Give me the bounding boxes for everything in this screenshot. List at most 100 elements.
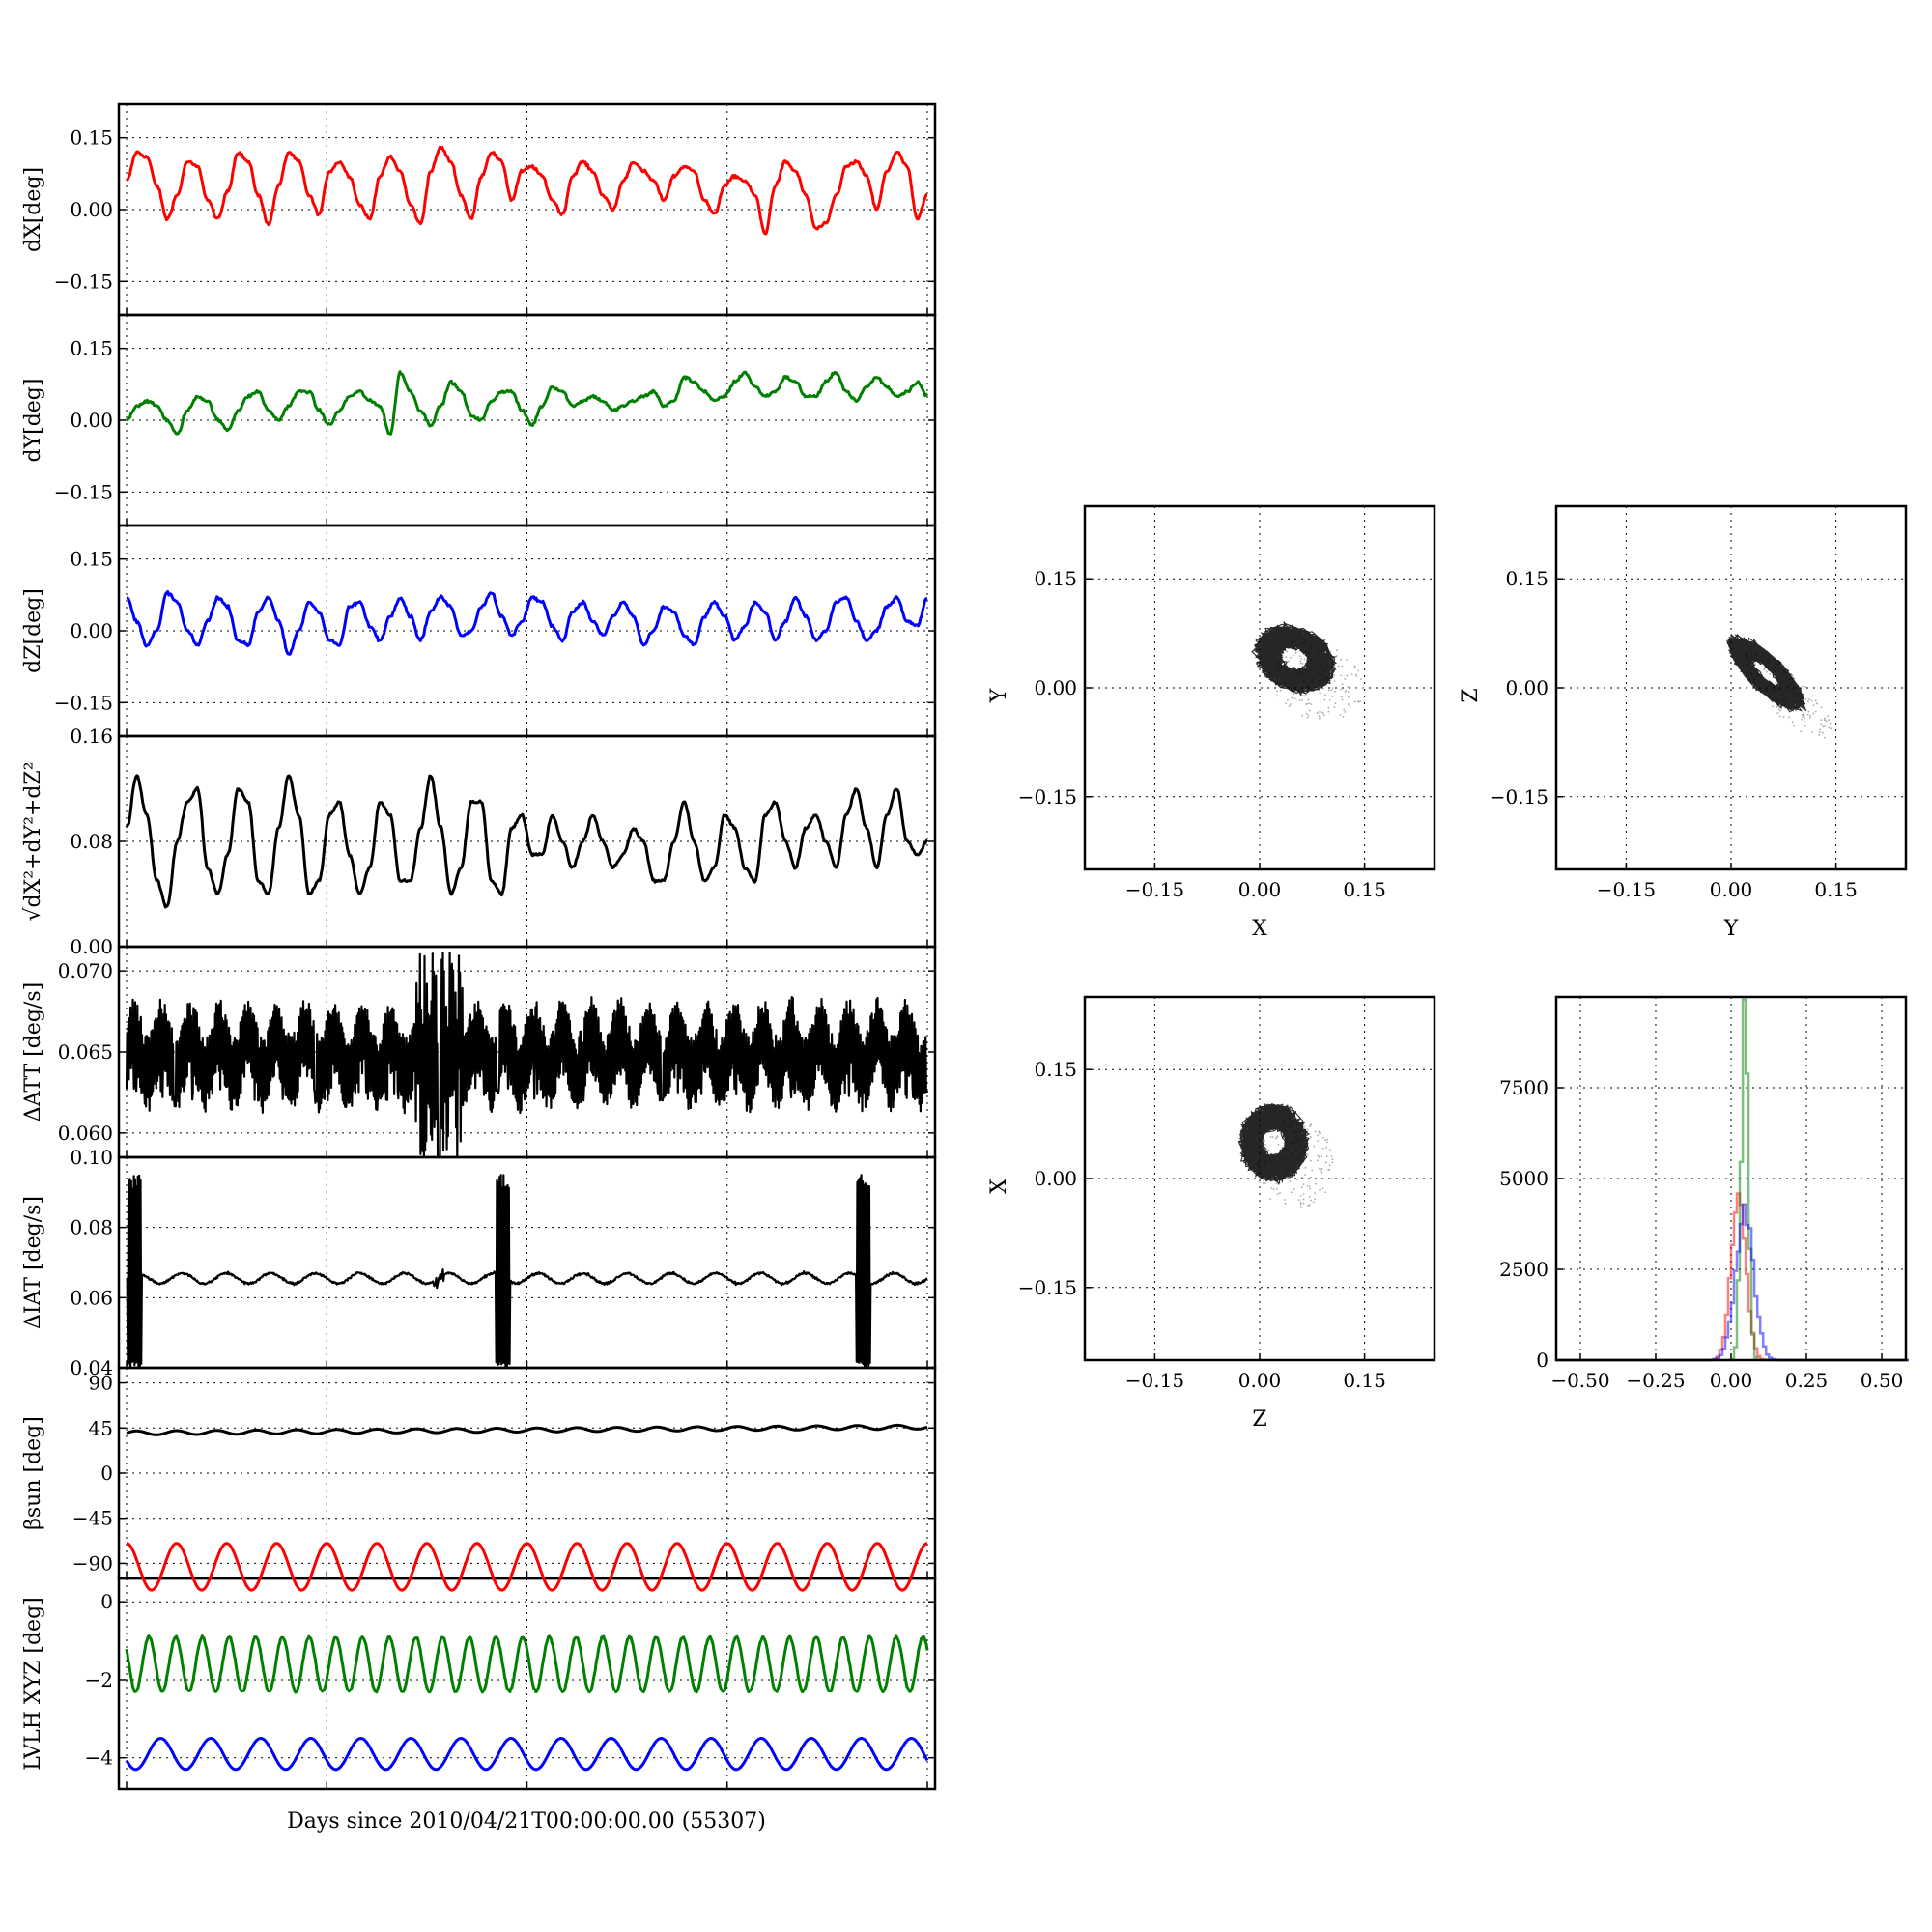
- scatter-point-faint: [1334, 690, 1337, 693]
- scatter-point-faint: [1316, 712, 1319, 714]
- scatter-point-faint: [1824, 725, 1826, 727]
- scatter-point-faint: [1300, 1186, 1303, 1188]
- scatter-point-faint: [1275, 1187, 1278, 1190]
- scatter-point-faint: [1305, 693, 1307, 696]
- scatter-point-faint: [1791, 674, 1794, 677]
- scatter-point-faint: [1818, 734, 1821, 736]
- scatter-point-faint: [1276, 690, 1279, 693]
- panel-dx: 0.15 0.00 −0.15 dX[deg]: [21, 102, 937, 317]
- y-tick-label: 5000: [1499, 1167, 1548, 1190]
- scatter-point-faint: [1776, 705, 1778, 708]
- y-tick-label: 0.08: [70, 830, 113, 853]
- scatter-point-faint: [1808, 698, 1810, 700]
- y-tick-label: 90: [89, 1372, 113, 1395]
- scatter-point-faint: [1302, 1193, 1305, 1196]
- y-tick-label: −0.15: [1490, 785, 1548, 809]
- y-tick-label: 0.00: [70, 619, 113, 642]
- scatter-point-faint: [1804, 724, 1806, 727]
- scatter-point-faint: [1317, 1154, 1320, 1157]
- scatter-point-faint: [1823, 719, 1826, 722]
- scatter-point-faint: [1277, 1144, 1280, 1146]
- scatter-point-faint: [1331, 696, 1334, 697]
- scatter-point-faint: [1820, 706, 1823, 709]
- scatter-point-faint: [1330, 1155, 1333, 1157]
- y-tick-label: 0.15: [70, 337, 113, 360]
- scatter-point-faint: [1754, 663, 1756, 666]
- scatter-point-faint: [1814, 699, 1817, 702]
- scatter-point-faint: [1321, 1168, 1323, 1170]
- scatter-point-faint: [1324, 1139, 1326, 1141]
- scatter-point-faint: [1285, 656, 1288, 659]
- scatter-point-faint: [1323, 698, 1326, 701]
- scatter-point-faint: [1319, 692, 1321, 695]
- scatter-point-faint: [1314, 1182, 1317, 1185]
- scatter-point-faint: [1318, 715, 1321, 718]
- scatter-point-faint: [1317, 1140, 1320, 1143]
- scatter-point-faint: [1811, 695, 1814, 697]
- panel-xy: −0.15 0.00 0.15 0.15 0.00 −0.15 X Y: [987, 504, 1436, 941]
- scatter-point-faint: [1820, 719, 1823, 721]
- scatter-point-faint: [1325, 1141, 1328, 1144]
- panel-frame: [1083, 504, 1436, 871]
- scatter-point-faint: [1298, 655, 1301, 658]
- y-axis-label: LVLH XYZ [deg]: [21, 1597, 45, 1771]
- scatter-point-faint: [1322, 714, 1325, 717]
- y-axis-label: dZ[deg]: [21, 588, 45, 673]
- scatter-point-faint: [1806, 713, 1809, 716]
- scatter-point-faint: [1327, 710, 1330, 713]
- scatter-point-faint: [1299, 662, 1302, 665]
- scatter-point-faint: [1294, 651, 1297, 654]
- y-tick-label: 0.00: [1034, 676, 1077, 699]
- scatter-point-faint: [1828, 726, 1831, 729]
- scatter-point-faint: [1301, 698, 1304, 701]
- scatter-point-faint: [1359, 700, 1362, 703]
- y-axis-label: βsun [deg]: [21, 1416, 45, 1530]
- scatter-point-faint: [1343, 708, 1346, 711]
- scatter-point-faint: [1766, 670, 1768, 673]
- scatter-point-faint: [1299, 1194, 1302, 1197]
- scatter-point-faint: [1297, 1199, 1300, 1201]
- panel-frame: [1083, 995, 1436, 1362]
- x-tick-label: 0.25: [1785, 1369, 1829, 1392]
- scatter-point-faint: [1290, 1191, 1293, 1194]
- scatter-point-faint: [1336, 655, 1338, 657]
- scatter-point-faint: [1772, 705, 1775, 708]
- scatter-point-faint: [1284, 1202, 1287, 1205]
- scatter-point-faint: [1293, 697, 1296, 700]
- scatter-point-faint: [1287, 1177, 1289, 1179]
- scatter-point-faint: [1829, 722, 1832, 724]
- panel-beta: 90 45 0 −45 −90 βsun [deg]: [21, 1366, 937, 1580]
- scatter-point-faint: [1347, 686, 1350, 688]
- histogram-series-0: [1556, 1192, 1909, 1362]
- scatter-point-faint: [1293, 693, 1295, 695]
- scatter-point-faint: [1346, 674, 1349, 677]
- y-tick-label: 2500: [1499, 1258, 1548, 1281]
- panel-frame: [1554, 995, 1908, 1362]
- scatter-point-faint: [1828, 719, 1831, 721]
- scatter-point-faint: [1279, 1192, 1281, 1194]
- scatter-point-faint: [1804, 686, 1807, 689]
- scatter-point-faint: [1308, 1195, 1311, 1198]
- scatter-point-faint: [1810, 699, 1813, 702]
- panel-datt: 0.070 0.065 0.060 ΔATT [deg/s]: [21, 945, 937, 1159]
- panel-frame: [117, 1577, 937, 1791]
- scatter-point-faint: [1795, 709, 1798, 712]
- series-line-mag-0: [125, 774, 929, 909]
- scatter-trajectory-zx: [1237, 1101, 1311, 1185]
- scatter-point-faint: [1322, 687, 1324, 690]
- scatter-point-faint: [1342, 716, 1345, 718]
- scatter-point-faint: [1314, 1192, 1317, 1195]
- scatter-point-faint: [1822, 731, 1824, 734]
- y-tick-label: −90: [72, 1551, 113, 1575]
- scatter-point-faint: [1331, 687, 1334, 690]
- scatter-point-faint: [1305, 712, 1308, 715]
- scatter-point-faint: [1327, 706, 1330, 709]
- scatter-point-faint: [1309, 1135, 1312, 1138]
- y-tick-label: 0.04: [70, 1356, 113, 1379]
- scatter-point-faint: [1344, 691, 1347, 693]
- scatter-point-faint: [1276, 1193, 1279, 1195]
- scatter-point-faint: [1776, 712, 1779, 714]
- scatter-point-faint: [1262, 1182, 1264, 1184]
- scatter-point-faint: [1793, 724, 1795, 727]
- scatter-point-faint: [1814, 710, 1817, 713]
